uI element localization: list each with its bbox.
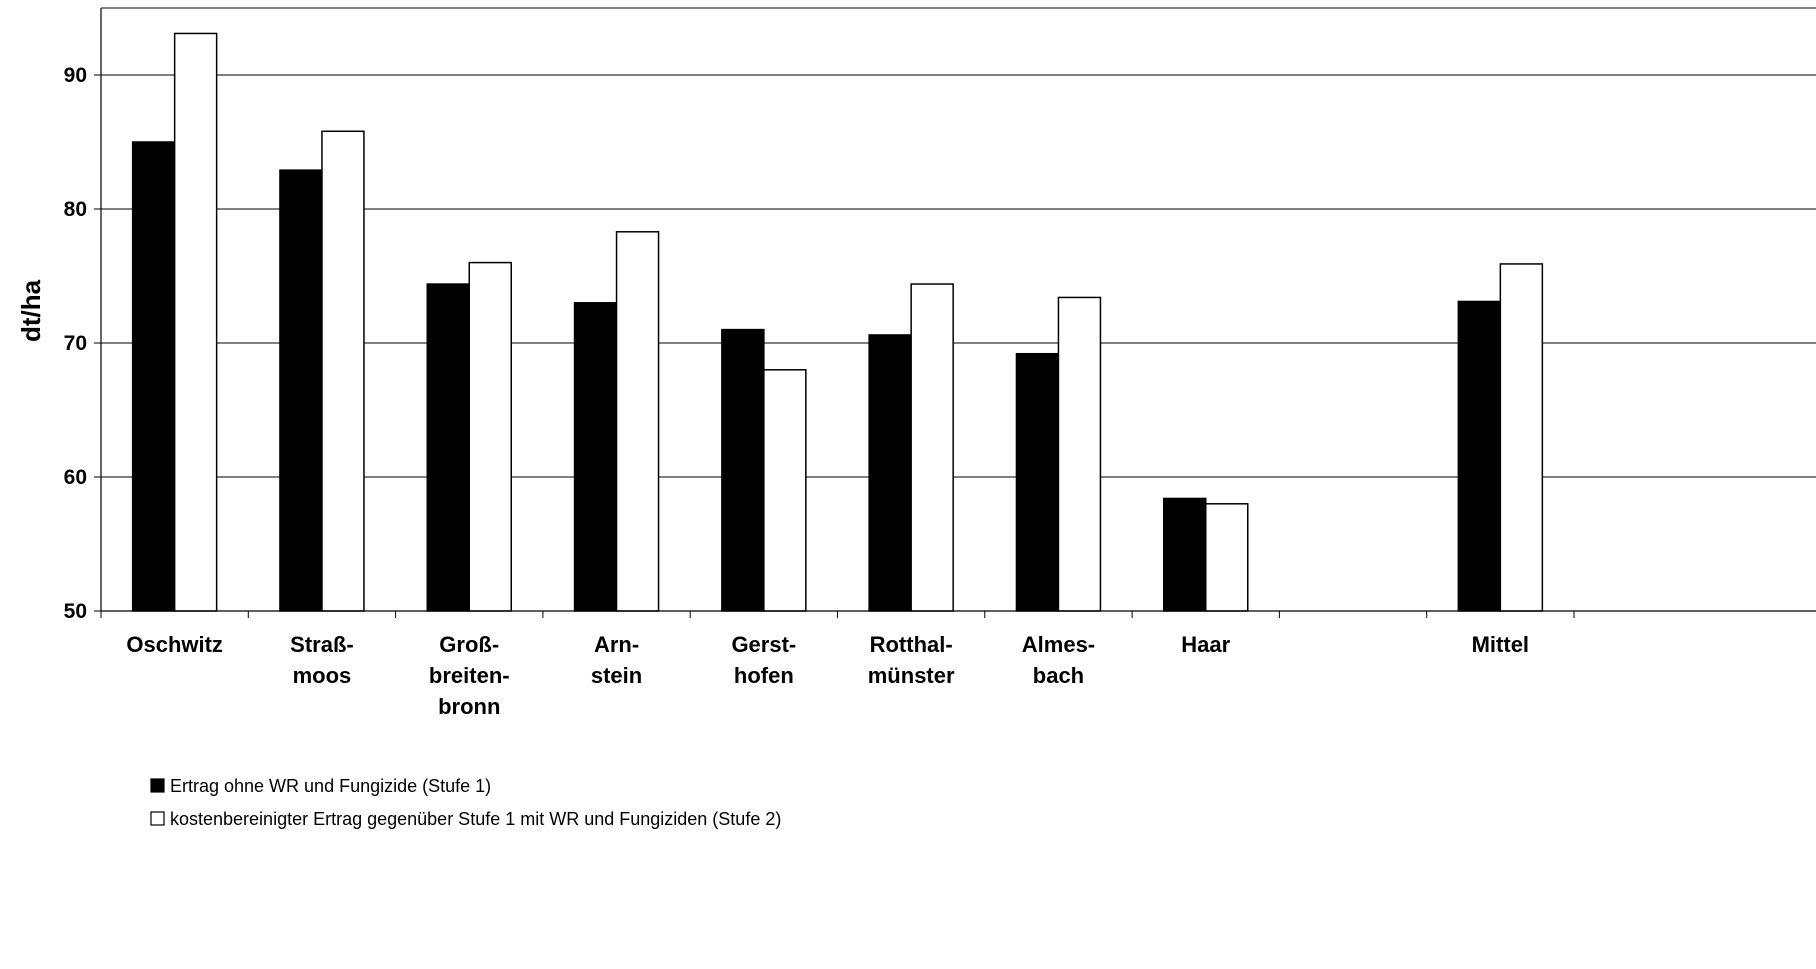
x-category-label: Oschwitz (126, 632, 223, 657)
y-axis-title: dt/ha (16, 279, 46, 342)
y-tick-label: 80 (64, 198, 87, 221)
bar-stufe2-3 (615, 231, 660, 612)
bar-stufe2-6 (1057, 296, 1102, 612)
y-tick-label: 60 (64, 466, 87, 489)
y-tick-label: 90 (64, 64, 87, 87)
y-tick-labels: 50 60 70 80 90 (64, 64, 87, 623)
bar-stufe1-4 (721, 328, 765, 612)
legend-label: kostenbereinigter Ertrag gegenüber Stufe… (170, 809, 781, 829)
x-category-label: Groß-breiten-bronn (429, 632, 510, 719)
x-category-label: Mittel (1472, 632, 1529, 657)
bar-stufe1-6 (1015, 352, 1060, 612)
bar-stufe2-7 (1205, 503, 1249, 612)
x-category-label: Rotthal-münster (868, 632, 955, 688)
bar-stufe1-1 (279, 169, 323, 612)
legend-swatch (150, 778, 165, 793)
x-category-label: Arn-stein (591, 632, 642, 688)
bar-stufe1-7 (1163, 497, 1207, 612)
axes (94, 7, 1816, 618)
legend-swatch (150, 811, 165, 826)
bar-stufe2-0 (173, 32, 218, 612)
bar-stufe2-5 (910, 283, 954, 612)
x-category-label: Gerst-hofen (731, 632, 796, 688)
bar-stufe2-9 (1499, 263, 1544, 612)
x-category-label: Haar (1181, 632, 1230, 657)
x-category-labels: Oschwitz Straß-moos Groß-breiten-bronn Arn-… (126, 632, 1529, 719)
bar-stufe1-2 (426, 283, 470, 612)
bar-stufe1-9 (1457, 300, 1502, 612)
y-tick-label: 70 (64, 332, 87, 355)
bar-stufe2-4 (763, 369, 807, 612)
bar-stufe1-5 (868, 334, 912, 612)
y-tick-label: 50 (64, 600, 87, 623)
x-category-label: Almes-bach (1022, 632, 1095, 688)
x-category-label: Straß-moos (290, 632, 354, 688)
bar-stufe1-0 (131, 141, 176, 612)
legend: Ertrag ohne WR und Fungizide (Stufe 1) ko… (150, 776, 781, 829)
bars (131, 32, 1544, 612)
bar-stufe2-2 (468, 261, 512, 612)
bar-stufe2-1 (321, 130, 365, 612)
legend-label: Ertrag ohne WR und Fungizide (Stufe 1) (170, 776, 491, 796)
bar-stufe1-3 (573, 302, 618, 612)
